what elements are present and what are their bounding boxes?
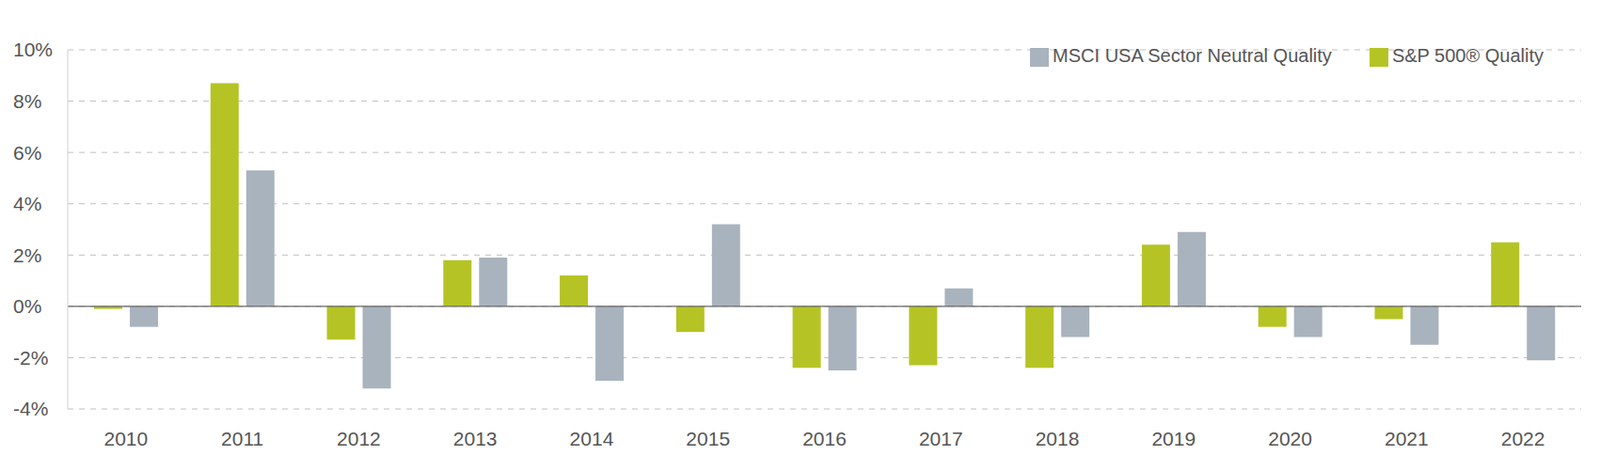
svg-text:2019: 2019 xyxy=(1151,427,1196,450)
svg-text:8%: 8% xyxy=(13,90,42,112)
svg-text:2012: 2012 xyxy=(336,427,381,450)
svg-text:2017: 2017 xyxy=(918,427,964,450)
svg-text:2015: 2015 xyxy=(685,427,730,450)
svg-text:0%: 0% xyxy=(13,295,42,317)
svg-text:2%: 2% xyxy=(13,244,42,267)
svg-text:2013: 2013 xyxy=(453,427,498,450)
svg-text:4%: 4% xyxy=(13,192,42,215)
svg-text:2020: 2020 xyxy=(1267,427,1313,450)
html-text:MSCI USA Sector Neutral Qualit: MSCI USA Sector Neutral Quality xyxy=(1052,45,1332,66)
svg-text:2011: 2011 xyxy=(221,427,264,450)
svg-text:2021: 2021 xyxy=(1384,427,1429,450)
svg-text:10%: 10% xyxy=(13,38,53,61)
html-text:S&P 500® Quality: S&P 500® Quality xyxy=(1392,45,1544,66)
svg-text:-2%: -2% xyxy=(13,347,48,369)
svg-text:2018: 2018 xyxy=(1035,427,1080,450)
svg-text:6%: 6% xyxy=(13,142,42,164)
svg-text:-4%: -4% xyxy=(13,397,48,420)
svg-text:2010: 2010 xyxy=(104,427,149,450)
svg-text:2022: 2022 xyxy=(1501,427,1546,450)
svg-text:2014: 2014 xyxy=(570,427,615,450)
svg-text:2016: 2016 xyxy=(802,427,847,450)
